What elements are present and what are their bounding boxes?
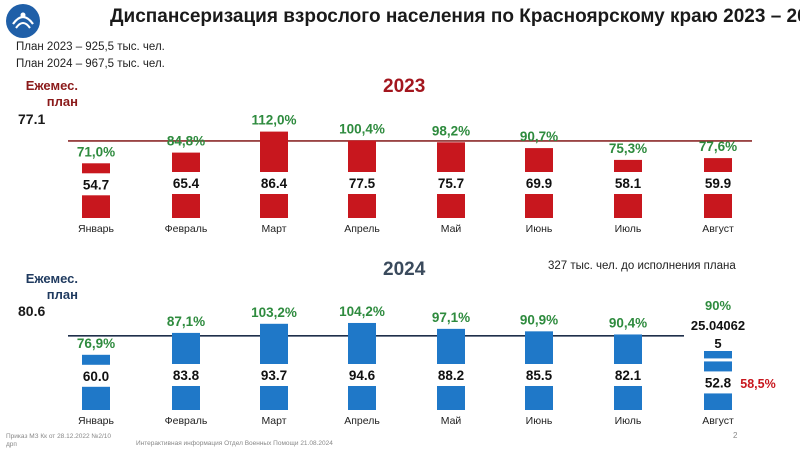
chart-2023-category-label-2: Февраль xyxy=(165,223,208,235)
chart-2023-value-label-bg-4 xyxy=(342,172,382,194)
chart-2023-value-label-bg-6 xyxy=(519,172,559,194)
chart-2023-value-label-1: 54.7 xyxy=(83,177,109,192)
chart-2023-value-label-bg-8 xyxy=(698,172,738,194)
chart-2024-category-label-3: Март xyxy=(261,415,286,427)
chart-2023-value-label-5: 75.7 xyxy=(438,176,464,191)
chart-2024-value-label-2: 83.8 xyxy=(173,368,200,383)
chart-2024-value-label-bg-8 xyxy=(698,371,738,394)
page-title: Диспансеризация взрослого населения по К… xyxy=(110,6,800,27)
chart-2024-extra-label-line1: 25.04062 xyxy=(691,318,745,333)
chart-2023-value-label-3: 86.4 xyxy=(261,176,288,191)
chart-2024-percent-label-5: 97,1% xyxy=(432,310,470,325)
footnote-order: Приказ МЗ Кк от 28.12.2022 №2/10 xyxy=(6,433,112,440)
chart-2023-category-label-7: Июль xyxy=(615,223,642,235)
chart-2024-value-label-6: 85.5 xyxy=(526,368,553,383)
chart-2024-value-label-bg-3 xyxy=(254,364,294,386)
chart-2023-percent-label-5: 98,2% xyxy=(432,123,470,138)
chart-2023-value-label-bg-1 xyxy=(76,173,116,196)
chart-2023-value-label-bg-7 xyxy=(608,172,648,194)
chart-2023-value-label-bg-3 xyxy=(254,172,294,194)
chart-2024-category-label-7: Июль xyxy=(615,415,642,427)
chart-2023-category-label-6: Июнь xyxy=(526,223,553,235)
footnote-source: Интерактивная информация Отдел Военных П… xyxy=(136,440,333,447)
year-title-2024: 2024 xyxy=(383,259,426,280)
chart-2023-category-label-1: Январь xyxy=(78,223,115,235)
chart-2024-value-label-5: 88.2 xyxy=(438,368,464,383)
chart-2023-value-label-6: 69.9 xyxy=(526,176,552,191)
remaining-note: 327 тыс. чел. до исполнения плана xyxy=(548,260,736,272)
monthly-plan-label-line2: план xyxy=(46,287,78,302)
chart-2023-category-label-4: Апрель xyxy=(344,223,380,235)
chart-2024-category-label-5: Май xyxy=(441,415,462,427)
chart-2023-percent-label-8: 77,6% xyxy=(699,139,737,154)
chart-2024-value-label-bg-2 xyxy=(166,364,206,386)
page-number: 2 xyxy=(733,431,738,440)
chart-2023-category-label-8: Август xyxy=(702,223,734,235)
monthly-plan-value-2024: 80.6 xyxy=(18,303,46,319)
chart-2024-percent-label-7: 90,4% xyxy=(609,315,647,330)
chart-2024-percent-label-6: 90,9% xyxy=(520,312,558,327)
chart-2023-value-label-bg-2 xyxy=(166,172,206,194)
chart-2023-percent-label-6: 90,7% xyxy=(520,129,558,144)
chart-2024-percent-label-1: 76,9% xyxy=(77,336,115,351)
chart-2024-percent-label-3: 103,2% xyxy=(251,305,297,320)
monthly-plan-label-line1: Ежемес. xyxy=(25,271,78,286)
chart-2023-percent-label-1: 71,0% xyxy=(77,144,115,159)
monthly-plan-label-line1: Ежемес. xyxy=(25,78,78,93)
chart-2024-value-label-7: 82.1 xyxy=(615,368,642,383)
chart-2024-percent-label-2: 87,1% xyxy=(167,314,205,329)
chart-2024-extra-label-line2: 5 xyxy=(714,336,721,351)
monthly-plan-label-2024: Ежемес. план xyxy=(8,271,78,303)
year-title-2023: 2023 xyxy=(383,76,426,97)
chart-2024-value-label-bg-6 xyxy=(519,364,559,386)
ministry-logo xyxy=(6,4,40,38)
chart-2024-value-label-bg-7 xyxy=(608,364,648,386)
chart-2024-category-label-1: Январь xyxy=(78,415,115,427)
chart-2024-extra-percent-label: 90% xyxy=(705,298,731,313)
chart-2024-value-label-8: 52.8 xyxy=(705,375,732,390)
chart-2023-percent-label-3: 112,0% xyxy=(251,113,296,128)
chart-2023-percent-label-4: 100,4% xyxy=(339,122,385,137)
chart-2023-category-label-3: Март xyxy=(261,223,286,235)
chart-2023-value-label-8: 59.9 xyxy=(705,176,731,191)
monthly-plan-label-2023: Ежемес. план xyxy=(8,78,78,110)
plan-2023-text: План 2023 – 925,5 тыс. чел. xyxy=(16,41,165,53)
chart-2024-value-label-3: 93.7 xyxy=(261,368,287,383)
chart-2023-category-label-5: Май xyxy=(441,223,462,235)
chart-2024-extra-label-bg xyxy=(684,317,752,351)
chart-2024-value-label-1: 60.0 xyxy=(83,369,109,384)
footnote-order-2: дрп xyxy=(6,441,17,448)
chart-2024-category-label-6: Июнь xyxy=(526,415,553,427)
chart-2024-category-label-2: Февраль xyxy=(165,415,208,427)
monthly-plan-value-2023: 77.1 xyxy=(18,111,46,127)
chart-2023-value-label-2: 65.4 xyxy=(173,176,200,191)
chart-2024-category-label-8: Август xyxy=(702,415,734,427)
chart-2024-value-label-bg-4 xyxy=(342,364,382,386)
chart-2023-value-label-4: 77.5 xyxy=(349,176,376,191)
chart-2024-category-label-4: Апрель xyxy=(344,415,380,427)
chart-2023-value-label-bg-5 xyxy=(431,172,471,194)
chart-2024-value-label-bg-5 xyxy=(431,364,471,386)
chart-2023-percent-label-7: 75,3% xyxy=(609,141,647,156)
monthly-plan-label-line2: план xyxy=(46,94,78,109)
chart-2023-percent-label-2: 84,8% xyxy=(167,134,205,149)
chart-2024-percent-label-4: 104,2% xyxy=(339,304,385,319)
chart-2024-value-label-4: 94.6 xyxy=(349,368,376,383)
chart-2024-percent-label-8: 58,5% xyxy=(740,377,775,391)
plan-2024-text: План 2024 – 967,5 тыс. чел. xyxy=(16,58,165,70)
chart-2023-value-label-7: 58.1 xyxy=(615,176,642,191)
chart-2024-value-label-bg-1 xyxy=(76,364,116,387)
